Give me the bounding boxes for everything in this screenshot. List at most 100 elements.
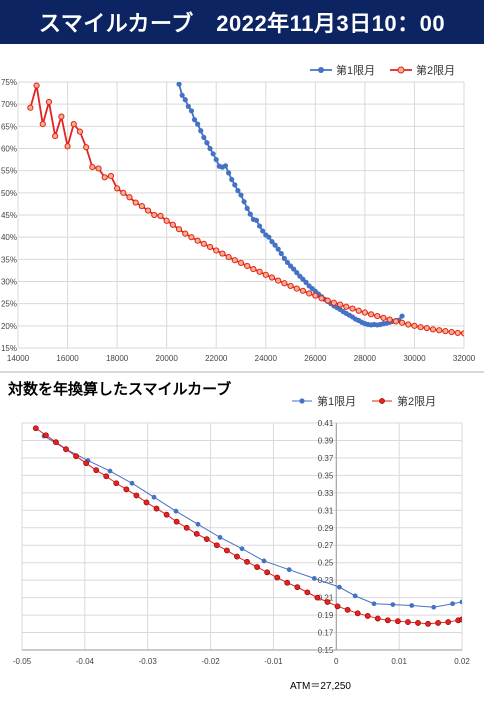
y-tick-label: 65% — [1, 122, 17, 131]
data-point-series-1 — [151, 494, 157, 500]
data-point-series-2 — [76, 128, 84, 135]
data-point-series-2 — [151, 211, 158, 219]
data-point-series-2 — [45, 98, 53, 106]
data-point-series-2 — [188, 234, 195, 241]
x-tick-label: 32000 — [453, 354, 476, 363]
data-point-series-2 — [436, 327, 443, 334]
data-point-series-2 — [120, 189, 127, 196]
plot-area — [27, 82, 464, 337]
data-point-series-2 — [224, 547, 230, 554]
data-point-series-2 — [107, 172, 115, 180]
data-point-series-1 — [213, 156, 219, 163]
data-point-series-2 — [95, 165, 102, 172]
data-point-series-2 — [219, 250, 226, 257]
data-point-series-2 — [281, 280, 288, 287]
data-point-series-2 — [318, 295, 325, 302]
data-point-series-2 — [194, 237, 201, 244]
data-point-series-1 — [278, 250, 284, 257]
data-point-series-2 — [380, 314, 387, 321]
y-tick-label: 0.25 — [318, 559, 334, 568]
data-point-series-2 — [415, 620, 421, 626]
y-tick-label: 25% — [1, 300, 17, 309]
data-point-series-2 — [374, 312, 381, 320]
plot-area — [32, 425, 462, 627]
data-point-series-2 — [417, 324, 424, 331]
smile-curve-chart: 14000 16000 18000 20000 22000 24000 26000 28000… — [1, 63, 476, 363]
data-point-series-1 — [201, 134, 207, 141]
legend-marker-1 — [299, 398, 305, 404]
data-point-series-1 — [176, 82, 182, 87]
data-point-series-2 — [213, 542, 220, 549]
data-point-series-2 — [33, 82, 40, 89]
data-point-series-1 — [303, 279, 309, 285]
data-point-series-2 — [42, 432, 49, 439]
data-point-series-2 — [334, 603, 341, 610]
data-point-series-1 — [182, 97, 188, 103]
data-point-series-2 — [175, 226, 183, 233]
data-point-series-2 — [254, 564, 260, 570]
data-point-series-2 — [133, 492, 140, 499]
data-point-series-1 — [261, 558, 267, 564]
data-point-series-1 — [241, 199, 247, 205]
data-point-series-2 — [392, 318, 399, 325]
data-point-series-2 — [73, 453, 79, 460]
data-point-series-2 — [367, 311, 375, 318]
data-point-series-1 — [244, 205, 250, 211]
y-tick-label: 0.21 — [318, 594, 334, 603]
data-point-series-2 — [52, 132, 59, 140]
data-point-series-2 — [138, 203, 145, 210]
data-point-series-2 — [435, 620, 442, 626]
data-point-series-2 — [460, 330, 464, 337]
y-tick-label: 0.37 — [318, 454, 334, 463]
data-point-series-2 — [193, 530, 200, 537]
data-point-series-1 — [195, 121, 201, 127]
legend-marker-1 — [318, 67, 324, 73]
data-point-series-2 — [293, 285, 300, 292]
data-point-series-1 — [204, 140, 210, 146]
data-point-series-2 — [101, 174, 108, 181]
data-point-series-2 — [304, 589, 311, 596]
data-point-series-1 — [286, 567, 292, 573]
data-point-series-2 — [32, 425, 39, 432]
data-point-series-2 — [143, 499, 150, 506]
x-tick-label: -0.02 — [201, 657, 220, 666]
data-point-series-2 — [294, 584, 301, 591]
data-point-series-2 — [103, 473, 110, 480]
data-point-series-2 — [405, 321, 412, 328]
data-point-series-2 — [244, 262, 251, 270]
data-point-series-1 — [210, 151, 216, 157]
y-tick-label: 60% — [1, 145, 17, 154]
data-point-series-1 — [191, 117, 198, 123]
data-point-series-1 — [238, 192, 244, 198]
data-point-series-2 — [287, 282, 294, 290]
y-tick-label: 15% — [1, 344, 17, 353]
data-point-series-2 — [169, 221, 176, 228]
x-tick-label: 20000 — [156, 354, 179, 363]
legend-label-2: 第2限月 — [416, 63, 455, 77]
data-point-series-2 — [27, 104, 34, 111]
data-point-series-2 — [264, 569, 271, 576]
data-point-series-1 — [260, 228, 266, 234]
data-point-series-2 — [349, 305, 356, 312]
data-point-series-2 — [70, 121, 77, 128]
y-tick-label: 0.33 — [318, 489, 334, 498]
data-point-series-1 — [229, 176, 235, 183]
data-point-series-1 — [266, 234, 272, 240]
data-point-series-2 — [256, 268, 263, 275]
data-point-series-2 — [123, 486, 130, 493]
data-point-series-1 — [188, 108, 195, 114]
x-tick-label: -0.01 — [264, 657, 283, 666]
x-tick-label: 18000 — [106, 354, 129, 363]
data-point-series-2 — [394, 618, 401, 625]
y-tick-label: 0.19 — [318, 611, 334, 620]
atm-label: ATM＝27,250 — [290, 681, 351, 692]
data-point-series-2 — [344, 606, 351, 613]
data-point-series-1 — [222, 163, 229, 169]
data-point-series-1 — [390, 602, 396, 607]
data-point-series-1 — [272, 242, 278, 248]
data-point-series-2 — [442, 328, 449, 335]
data-point-series-2 — [53, 439, 59, 446]
page-title-banner: スマイルカーブ 2022年11月3日10：00 — [0, 0, 484, 44]
data-point-series-1 — [247, 211, 253, 217]
data-point-series-2 — [343, 303, 350, 310]
